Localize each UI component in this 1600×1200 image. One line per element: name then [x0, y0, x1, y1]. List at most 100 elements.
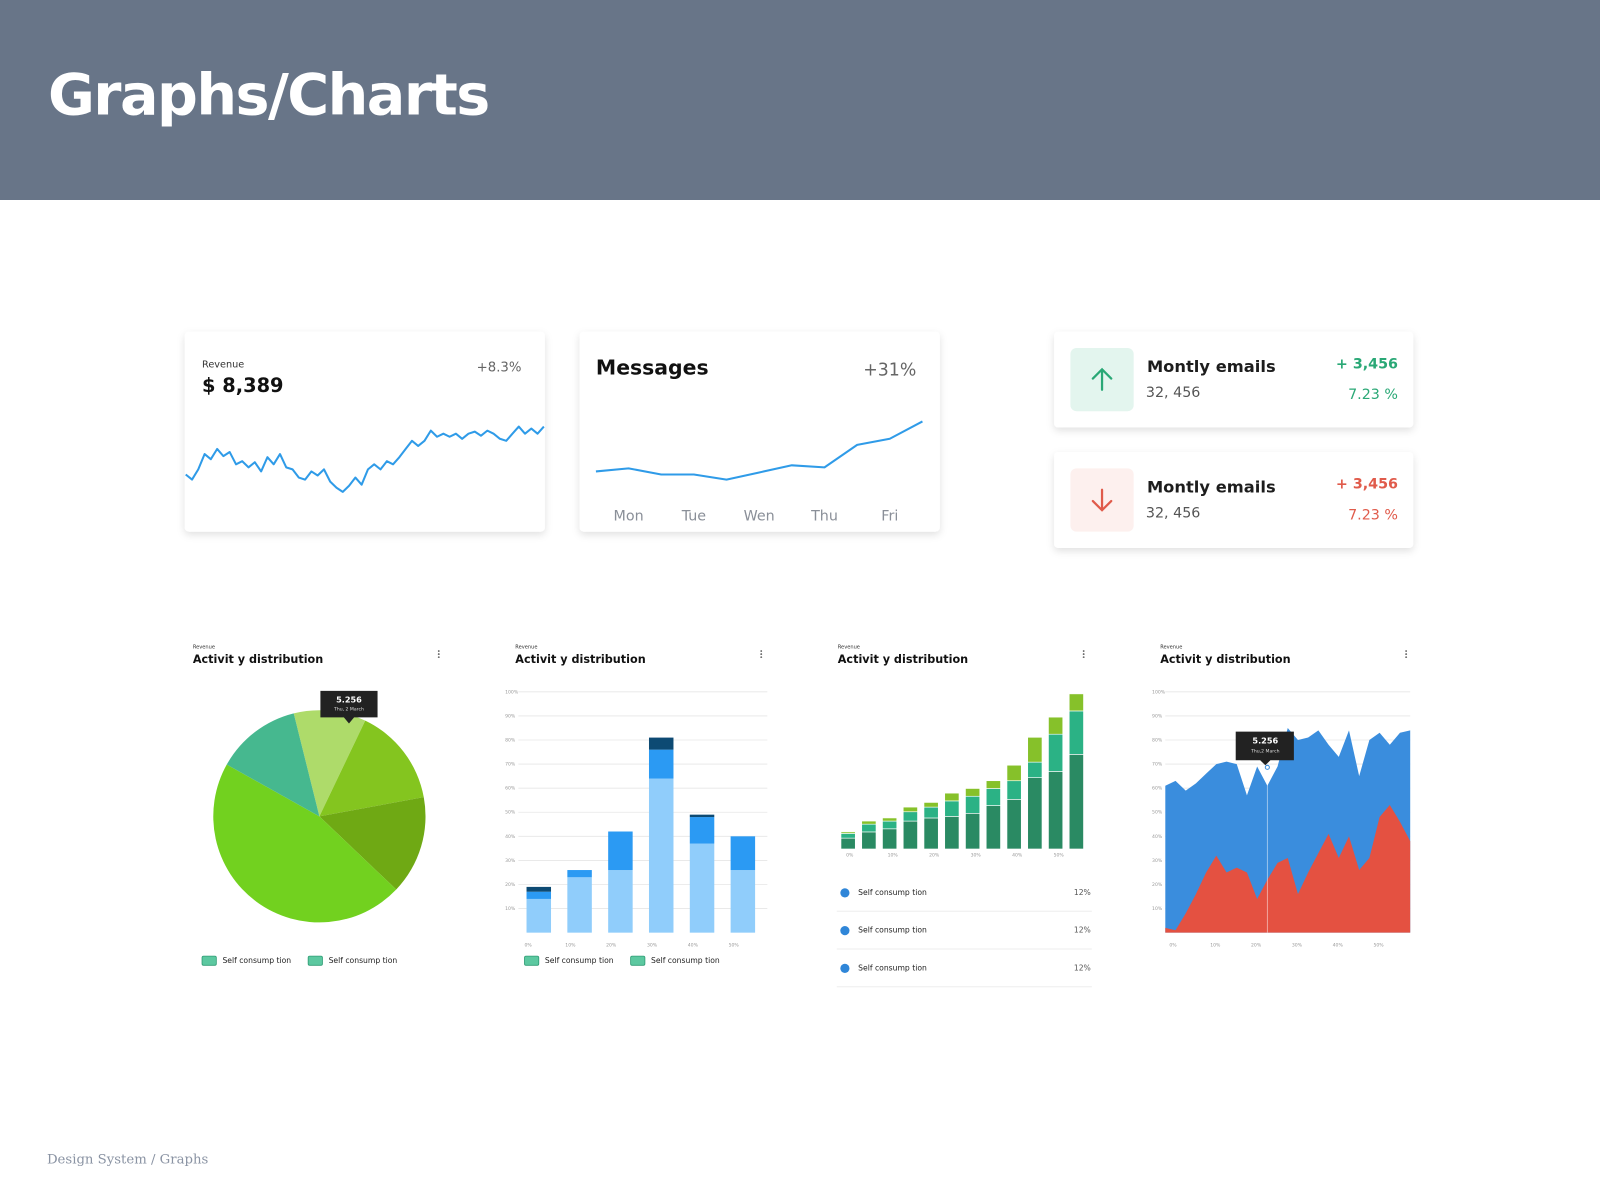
menu-dot[interactable]	[1405, 650, 1408, 652]
bar-segment	[648, 778, 674, 933]
y-tick-label: 70%	[505, 762, 516, 768]
line	[595, 420, 923, 481]
bar-segment	[648, 737, 674, 750]
card-value: $ 8,389	[202, 374, 284, 397]
y-tick-label: 20%	[1152, 882, 1163, 888]
bar-segment	[1048, 771, 1064, 850]
x-tick-label: 10%	[888, 853, 899, 859]
y-tick-label: 10%	[1152, 906, 1163, 912]
y-tick-label: 90%	[505, 713, 516, 719]
arrow-down-icon	[1091, 488, 1113, 512]
y-tick-label: 30%	[505, 858, 516, 864]
tooltip-box	[320, 690, 378, 724]
bar-segment	[965, 812, 981, 850]
y-tick-label: 40%	[505, 834, 516, 840]
tooltip: 5.256 Thu,2 March	[1235, 731, 1294, 766]
card	[579, 331, 940, 532]
menu-dot[interactable]	[437, 656, 440, 659]
stat-change: + 3,456	[1336, 477, 1398, 493]
list-dot	[840, 963, 850, 973]
chart-title: Activit y distribution	[515, 653, 645, 666]
bar-segment	[861, 823, 877, 833]
menu-dot[interactable]	[437, 653, 440, 655]
legend-label: Self consump tion	[222, 956, 291, 965]
bar-segment	[882, 817, 898, 822]
y-tick-label: 60%	[1152, 786, 1163, 792]
legend-swatch	[201, 955, 217, 966]
bar-segment	[608, 831, 633, 871]
chart-title: Activit y distribution	[193, 653, 323, 666]
y-tick-label: 30%	[1152, 858, 1163, 864]
menu-dot[interactable]	[1082, 653, 1085, 655]
stat-card: Montly emails 32, 456 + 3,456 7.23 %	[1054, 331, 1414, 428]
y-tick-label: 80%	[505, 738, 516, 744]
bar-segment	[567, 877, 592, 933]
pie-slice	[226, 713, 320, 817]
card	[184, 331, 545, 532]
bar-segment	[840, 833, 856, 839]
card-title: Messages	[596, 355, 709, 379]
bar-segment	[882, 828, 898, 850]
menu-dot[interactable]	[1082, 656, 1085, 659]
bar-segment	[1068, 754, 1084, 850]
bar-segment	[1048, 733, 1064, 772]
x-tick-label: 40%	[1333, 942, 1344, 948]
bar-segment	[923, 806, 939, 819]
stat-value: 32, 456	[1146, 505, 1200, 521]
x-tick-label: 0%	[846, 853, 854, 859]
x-tick-label: 30%	[1292, 942, 1303, 948]
bar-segment	[923, 817, 939, 850]
pie-slice	[293, 710, 366, 817]
x-tick-label: 20%	[1251, 942, 1262, 948]
x-tick-label: 50%	[729, 942, 740, 948]
list-dot	[840, 888, 850, 898]
chart-subtitle: Revenue	[838, 644, 860, 650]
card-change: +8.3%	[477, 360, 522, 375]
header-bar	[0, 0, 1600, 200]
bar-segment	[1006, 764, 1022, 782]
page-title: Graphs/Charts	[48, 63, 489, 129]
legend-swatch	[630, 955, 646, 966]
tooltip-value: 5.256	[1252, 735, 1278, 745]
bar-segment	[882, 820, 898, 830]
bar-segment	[526, 886, 552, 892]
menu-dot[interactable]	[760, 650, 763, 652]
bar-segment	[1027, 777, 1043, 850]
stat-percent: 7.23 %	[1348, 507, 1398, 523]
x-tick-label: 20%	[606, 942, 617, 948]
legend-label: Self consump tion	[545, 956, 614, 965]
bar-segment	[923, 802, 939, 808]
tooltip-value: 5.256	[336, 695, 362, 705]
menu-dot[interactable]	[1082, 650, 1085, 652]
bar-segment	[689, 814, 715, 818]
bar-segment	[1006, 799, 1022, 850]
tooltip: 5.256 Thu, 2 March	[320, 690, 378, 724]
y-tick-label: 100%	[1152, 689, 1166, 695]
stat-change: + 3,456	[1336, 356, 1398, 372]
menu-dot[interactable]	[760, 653, 763, 655]
bar-segment	[1068, 710, 1084, 755]
list-label: Self consump tion	[858, 888, 927, 897]
chart-subtitle: Revenue	[193, 644, 215, 650]
tooltip-date: Thu,2 March	[1250, 749, 1279, 755]
y-tick-label: 40%	[1152, 834, 1163, 840]
x-tick-label: 50%	[1373, 942, 1384, 948]
menu-dot[interactable]	[1405, 653, 1408, 655]
tooltip-box	[1235, 731, 1294, 766]
stat-title: Montly emails	[1147, 357, 1276, 376]
list-value: 12%	[1074, 888, 1091, 897]
menu-dot[interactable]	[1405, 656, 1408, 659]
x-tick-label: 10%	[1210, 942, 1221, 948]
bar-segment	[965, 795, 981, 814]
bar-segment	[965, 788, 981, 797]
line	[185, 425, 545, 493]
x-tick-label: 50%	[1054, 853, 1065, 859]
x-tick-label: 30%	[971, 853, 982, 859]
stat-percent: 7.23 %	[1348, 387, 1398, 403]
x-tick-label: 20%	[929, 853, 940, 859]
bar-segment	[730, 836, 756, 871]
y-tick-label: 90%	[1152, 713, 1163, 719]
menu-dot[interactable]	[437, 650, 440, 652]
menu-dot[interactable]	[760, 656, 763, 659]
